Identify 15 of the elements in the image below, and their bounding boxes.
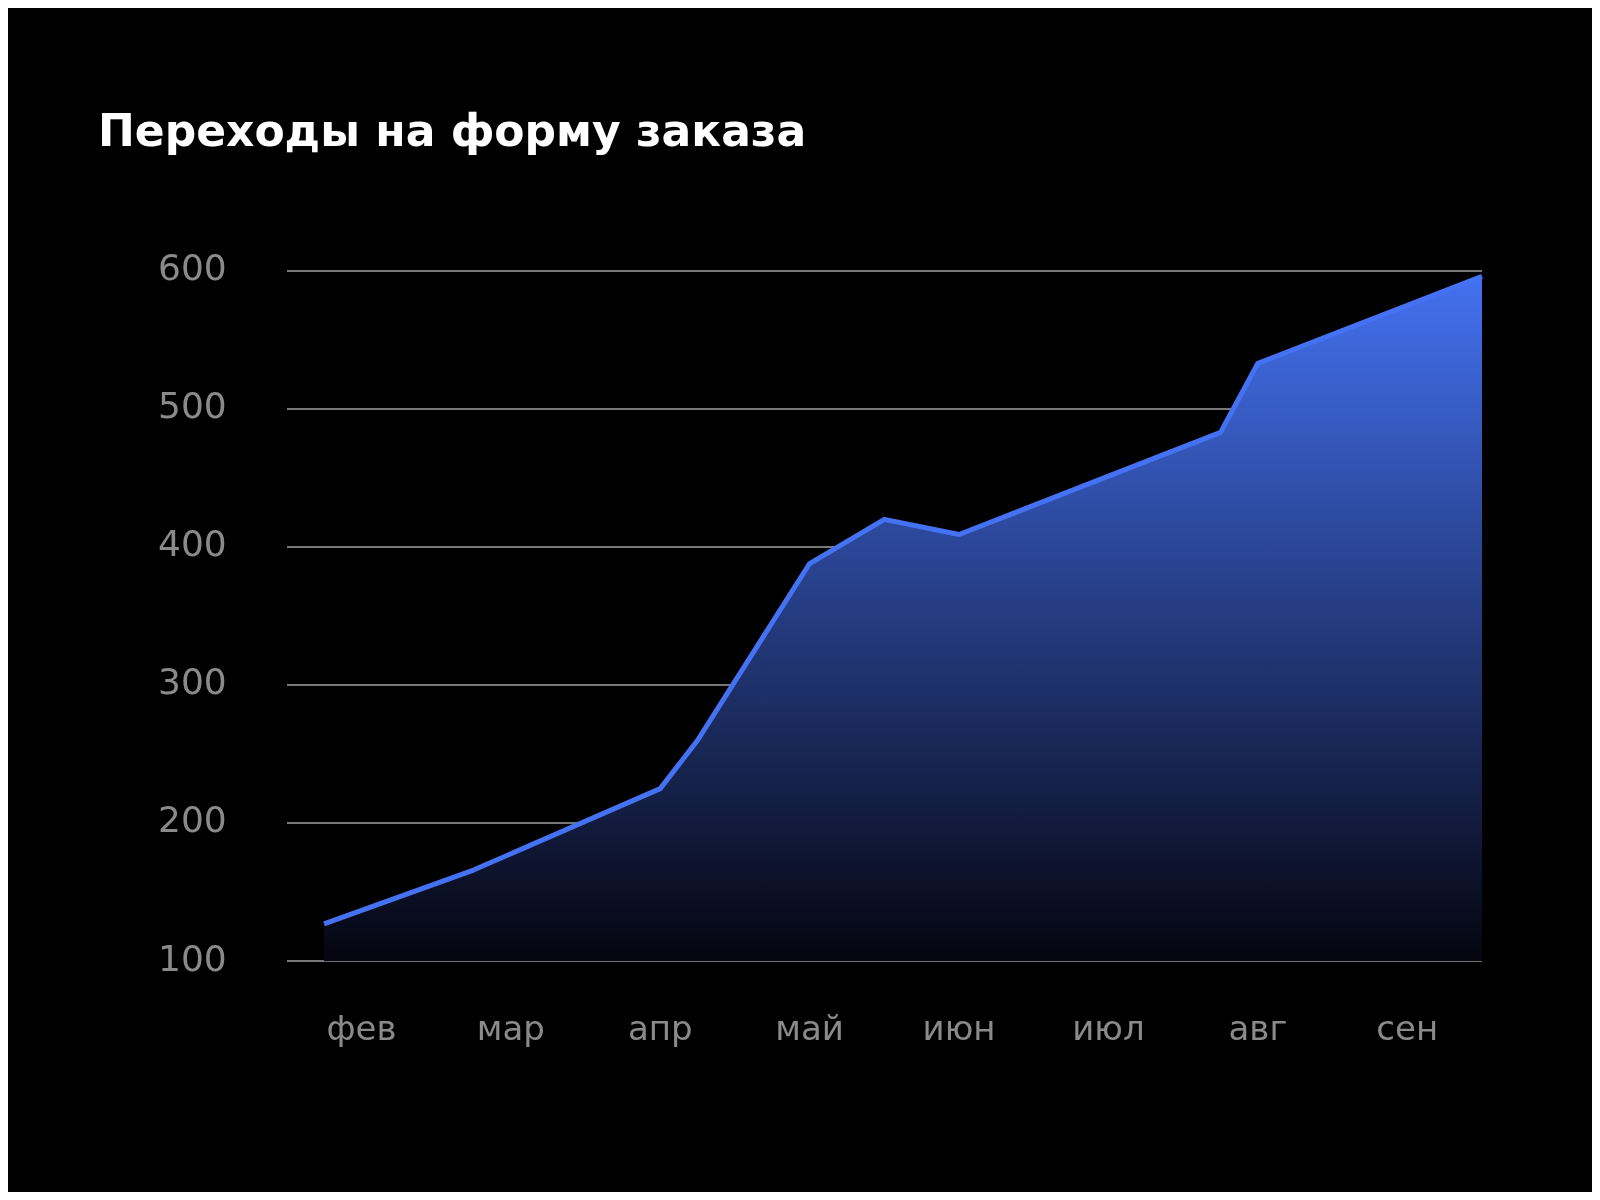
x-tick-label: май [775,1008,844,1049]
chart-title: Переходы на форму заказа [98,104,807,156]
x-tick-label: авг [1228,1008,1288,1049]
y-tick-label: 100 [157,937,227,979]
x-tick-label: мар [476,1008,545,1049]
y-tick-label: 200 [157,799,227,841]
y-tick-label: 300 [157,661,227,703]
x-tick-label: сен [1376,1008,1439,1049]
x-tick-label: июл [1072,1008,1145,1049]
x-tick-label: апр [627,1008,693,1049]
y-tick-label: 600 [157,247,227,289]
x-tick-label: июн [922,1008,996,1049]
y-tick-label: 500 [157,385,227,427]
y-tick-label: 400 [157,523,227,565]
x-tick-label: фев [326,1008,397,1049]
